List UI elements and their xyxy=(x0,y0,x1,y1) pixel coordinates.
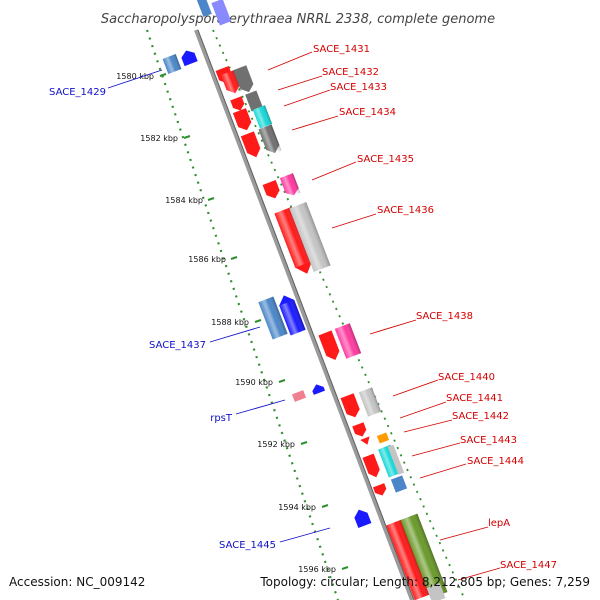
tick-mark xyxy=(254,319,262,323)
label-sace-1443[interactable]: SACE_1443 xyxy=(460,435,517,446)
gene-sace-1441[interactable] xyxy=(352,422,368,438)
tick-label: 1586 kbp xyxy=(188,255,226,264)
label-sace-1432[interactable]: SACE_1432 xyxy=(322,67,379,78)
backbone-line-edge xyxy=(197,29,415,600)
tick-mark xyxy=(183,135,191,139)
gene-partial-top[interactable] xyxy=(211,0,232,26)
gene-sace-1442-orange[interactable] xyxy=(376,432,390,444)
gene-rpst-blue[interactable] xyxy=(311,382,326,395)
backbone-line xyxy=(194,29,414,600)
gene-sace-1447[interactable] xyxy=(426,583,446,600)
label-sace-1433[interactable]: SACE_1433 xyxy=(330,82,387,93)
label-sace-1435[interactable]: SACE_1435 xyxy=(357,154,414,165)
gene-partial-top[interactable] xyxy=(196,0,212,18)
label-sace-1441[interactable]: SACE_1441 xyxy=(446,393,503,404)
label-sace-1438[interactable]: SACE_1438 xyxy=(416,311,473,322)
gene-rpst[interactable] xyxy=(291,390,307,402)
label-sace-1445[interactable]: SACE_1445 xyxy=(219,540,276,551)
tick-label: 1582 kbp xyxy=(140,134,178,143)
tick-mark xyxy=(321,504,329,508)
tick-mark xyxy=(159,73,167,77)
label-sace-1437[interactable]: SACE_1437 xyxy=(149,340,206,351)
gene-sace-1435-magenta[interactable] xyxy=(279,173,301,198)
gene-sace-1443-cyan[interactable] xyxy=(378,444,401,478)
gene-sace-1443[interactable] xyxy=(362,453,381,480)
gene-lepa[interactable] xyxy=(386,519,430,600)
leader-lines-blue xyxy=(107,69,331,543)
gene-lepa-olive[interactable] xyxy=(400,513,448,599)
label-sace-1436[interactable]: SACE_1436 xyxy=(377,205,434,216)
tick-label: 1594 kbp xyxy=(278,503,316,512)
label-sace-1429[interactable]: SACE_1429 xyxy=(49,87,106,98)
tick-label: 1588 kbp xyxy=(211,318,249,327)
gene-sace-1434[interactable] xyxy=(232,108,254,133)
tick-label: 1584 kbp xyxy=(165,196,203,205)
gene-sace-1438-magenta[interactable] xyxy=(334,323,362,359)
tick-label: 1596 kbp xyxy=(298,565,336,574)
axis-ticks: 1580 kbp 1582 kbp 1584 kbp 1586 kbp 1588… xyxy=(116,72,336,574)
gene-sace-1434-gray[interactable] xyxy=(258,124,282,156)
tick-mark xyxy=(300,441,308,445)
label-lepa[interactable]: lepA xyxy=(488,518,510,529)
gene-sace-1440-gray[interactable] xyxy=(358,387,382,417)
tick-mark xyxy=(230,256,238,260)
gene-sace-1444-blue[interactable] xyxy=(390,475,408,493)
gene-sace-1437-blue[interactable] xyxy=(276,292,306,336)
gene-sace-1432[interactable] xyxy=(220,70,242,96)
label-rpst[interactable]: rpsT xyxy=(210,413,233,424)
gene-sace-1442[interactable] xyxy=(360,436,372,446)
gene-sace-1438[interactable] xyxy=(318,330,341,362)
gene-sace-1433[interactable] xyxy=(230,96,246,112)
gene-sace-1436-gray[interactable] xyxy=(289,202,331,272)
gene-sace-1435[interactable] xyxy=(262,180,282,201)
tick-label: 1592 kbp xyxy=(257,440,295,449)
tick-label: 1580 kbp xyxy=(116,72,154,81)
gene-sace-1433-neighbor[interactable] xyxy=(245,90,263,112)
label-sace-1442[interactable]: SACE_1442 xyxy=(452,411,509,422)
gene-sace-1440[interactable] xyxy=(340,393,362,419)
leader-lines xyxy=(267,51,501,581)
tick-mark xyxy=(207,197,215,201)
tick-mark xyxy=(278,379,286,383)
map-title: Saccharopolyspora erythraea NRRL 2338, c… xyxy=(101,12,495,27)
gene-sace-1429-blue[interactable] xyxy=(180,48,198,67)
gene-sace-1432-neighbor[interactable] xyxy=(233,65,255,94)
gene-sace-1436[interactable] xyxy=(274,207,315,277)
gene-sace-1434-cyan[interactable] xyxy=(252,105,273,129)
label-sace-1434[interactable]: SACE_1434 xyxy=(339,107,396,118)
gene-sace-1443-gray[interactable] xyxy=(387,444,405,475)
accession-text: Accession: NC_009142 xyxy=(9,575,145,589)
label-sace-1440[interactable]: SACE_1440 xyxy=(438,372,495,383)
tick-label: 1590 kbp xyxy=(235,378,273,387)
gene-sace-1437[interactable] xyxy=(258,296,288,340)
genome-summary-text: Topology: circular; Length: 8,212,805 bp… xyxy=(259,575,590,589)
label-sace-1431[interactable]: SACE_1431 xyxy=(313,44,370,55)
gene-sace-1429[interactable] xyxy=(162,54,182,74)
label-sace-1444[interactable]: SACE_1444 xyxy=(467,456,524,467)
gene-sace-1444[interactable] xyxy=(372,483,388,498)
label-sace-1447[interactable]: SACE_1447 xyxy=(500,560,557,571)
gene-sace-1434-red[interactable] xyxy=(240,131,263,159)
tick-mark xyxy=(341,566,349,570)
gene-sace-1445[interactable] xyxy=(352,507,372,528)
